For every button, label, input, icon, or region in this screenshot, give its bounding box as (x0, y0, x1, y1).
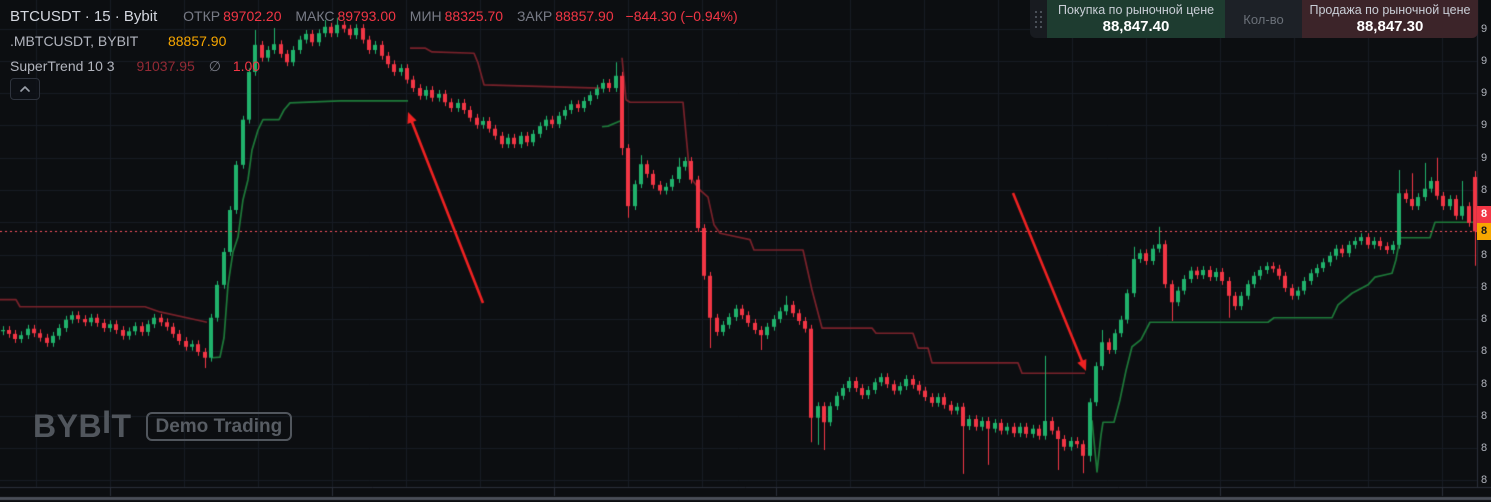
buy-button-label: Покупка по рыночной цене (1057, 3, 1215, 17)
sell-button-label: Продажа по рыночной цене (1309, 3, 1471, 17)
legend-collapse-button[interactable] (10, 78, 40, 100)
grip-dots-icon (1035, 10, 1042, 28)
price-axis-label: 8 (1481, 377, 1488, 390)
price-axis-label: 8 (1481, 345, 1488, 358)
quantity-input[interactable]: Кол-во (1225, 0, 1302, 38)
high-label: МАКС (295, 8, 335, 24)
time-axis[interactable] (0, 487, 1491, 498)
price-badge: 8 (1477, 222, 1491, 240)
price-axis-label: 8 (1481, 313, 1488, 326)
low-label: МИН (409, 8, 442, 24)
price-axis-label: 8 (1481, 280, 1488, 293)
chevron-up-icon (19, 80, 31, 98)
price-axis-label: 9 (1481, 119, 1488, 132)
trade-panel: Покупка по рыночной цене 88,847.40 Кол-в… (1030, 0, 1478, 38)
price-axis-label: 8 (1481, 474, 1488, 487)
close-label: ЗАКР (516, 8, 553, 24)
price-axis-label: 9 (1481, 54, 1488, 67)
indicator-symbol: ∅ (208, 58, 221, 74)
bybit-logo: BYBIT (33, 404, 132, 444)
legend-symbol-row: BTCUSDT · 15 · Bybit ОТКР 89702.20 МАКС 89… (10, 8, 738, 33)
bybit-watermark: BYBIT Demo Trading (33, 404, 293, 445)
low-value: 88325.70 (444, 8, 504, 24)
legend-overlay-row: .MBTCUSDT, BYBIT 88857.90 (10, 33, 738, 58)
price-axis[interactable]: 99999888888888888 (1477, 0, 1491, 487)
price-axis-label: 9 (1481, 87, 1488, 100)
overlay-symbol-value: 88857.90 (167, 33, 227, 49)
symbol-title[interactable]: BTCUSDT · 15 · Bybit (10, 8, 158, 25)
buy-market-button[interactable]: Покупка по рыночной цене 88,847.40 (1047, 0, 1225, 38)
indicator-value: 91037.95 (136, 58, 195, 74)
demo-trading-badge: Demo Trading (145, 412, 293, 441)
price-badge: 8 (1477, 206, 1491, 224)
legend-indicator-row: SuperTrend 10 3 91037.95 ∅ 1.00 (10, 58, 738, 83)
sell-market-button[interactable]: Продажа по рыночной цене 88,847.30 (1302, 0, 1478, 38)
overlay-symbol-name[interactable]: .MBTCUSDT, BYBIT (10, 33, 139, 49)
price-axis-label: 8 (1481, 184, 1488, 196)
indicator-mult-value: 1.00 (232, 58, 261, 74)
indicator-name[interactable]: SuperTrend 10 3 (10, 58, 115, 74)
panel-drag-handle[interactable] (1030, 0, 1047, 38)
close-value: 88857.90 (555, 8, 614, 24)
price-axis-label: 9 (1481, 22, 1488, 35)
price-axis-label: 8 (1481, 442, 1488, 455)
price-axis-label: 9 (1481, 151, 1488, 164)
buy-button-price: 88,847.40 (1102, 18, 1170, 35)
open-label: ОТКР (183, 8, 221, 24)
change-value: −844.30 (−0.94%) (625, 8, 738, 24)
sell-button-price: 88,847.30 (1356, 18, 1424, 35)
chart-legend: BTCUSDT · 15 · Bybit ОТКР 89702.20 МАКС 89… (10, 8, 738, 83)
price-axis-label: 8 (1481, 409, 1488, 422)
price-axis-label: 8 (1481, 248, 1488, 261)
high-value: 89793.00 (337, 8, 396, 24)
quantity-placeholder: Кол-во (1243, 11, 1284, 27)
open-value: 89702.20 (223, 8, 282, 24)
